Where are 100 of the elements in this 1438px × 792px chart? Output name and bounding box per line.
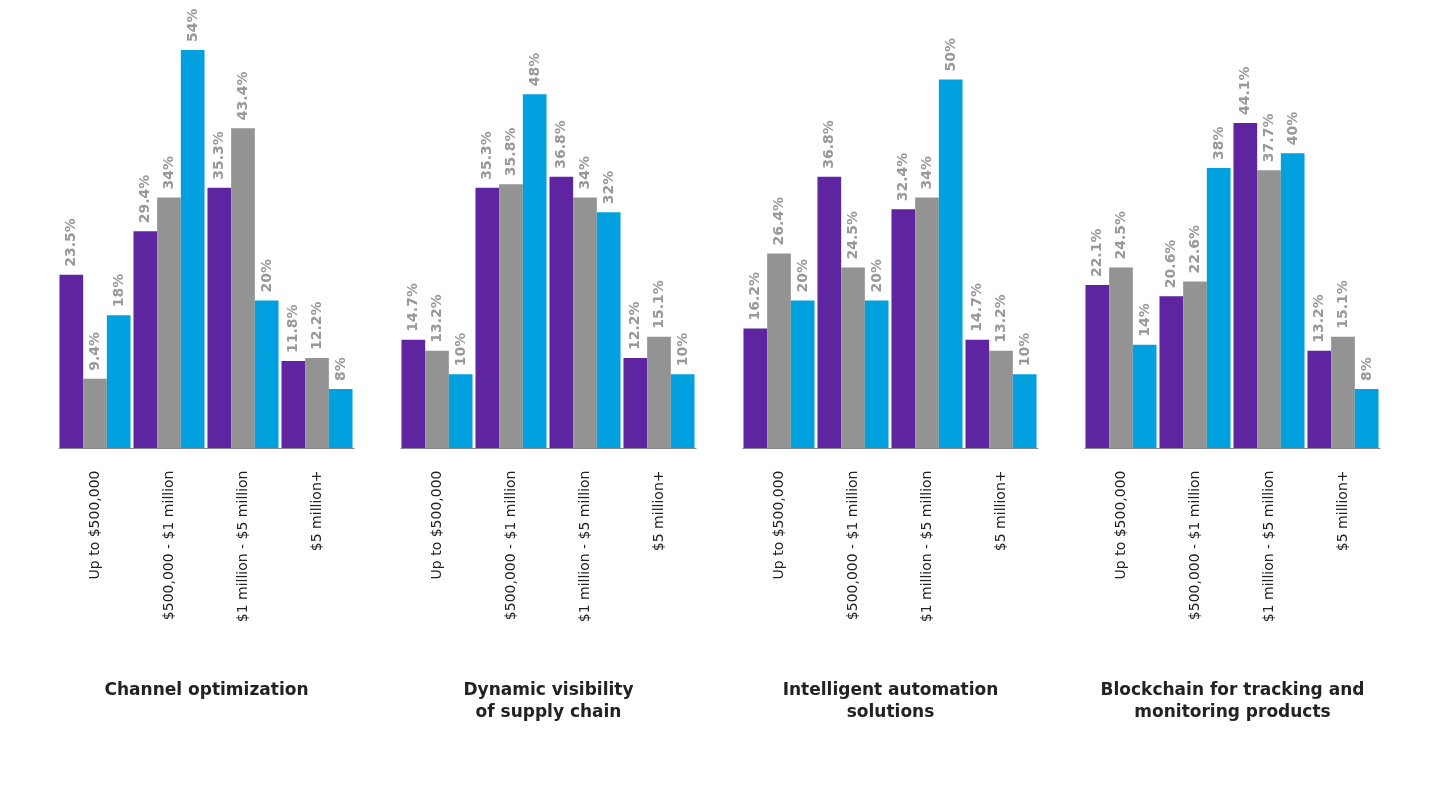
bar bbox=[59, 274, 84, 448]
x-tick-label: $1 million - $5 million bbox=[576, 470, 592, 623]
data-label: 13.2% bbox=[1310, 294, 1327, 343]
bar bbox=[1354, 389, 1379, 448]
data-label: 35.3% bbox=[210, 131, 227, 180]
bar bbox=[1280, 153, 1305, 448]
data-label: 23.5% bbox=[62, 218, 79, 267]
bar bbox=[207, 187, 232, 448]
x-tick-label: Up to $500,000 bbox=[86, 470, 102, 580]
bar bbox=[1132, 344, 1157, 448]
data-label: 20.6% bbox=[1162, 239, 1179, 289]
bar bbox=[281, 361, 306, 448]
bar bbox=[965, 339, 990, 448]
data-label: 10% bbox=[673, 332, 690, 367]
x-tick-label: $1 million - $5 million bbox=[1260, 470, 1276, 623]
data-label: 44.1% bbox=[1236, 66, 1253, 115]
data-label: 40% bbox=[1283, 111, 1300, 146]
data-label: 20% bbox=[867, 259, 884, 293]
bar bbox=[938, 79, 963, 448]
data-label: 12.2% bbox=[308, 301, 324, 351]
data-label: 35.3% bbox=[478, 131, 495, 180]
data-label: 8% bbox=[331, 357, 348, 382]
x-tick-label: Up to $500,000 bbox=[1112, 470, 1128, 580]
x-tick-label: $500,000 - $1 million bbox=[844, 470, 860, 621]
bar bbox=[790, 300, 815, 448]
bar bbox=[743, 328, 768, 448]
data-label: 22.1% bbox=[1088, 228, 1105, 278]
data-label: 10% bbox=[1015, 332, 1032, 367]
bar bbox=[891, 209, 916, 448]
data-label: 20% bbox=[793, 259, 810, 293]
data-label: 43.4% bbox=[234, 71, 250, 121]
data-label: 13.2% bbox=[992, 294, 1008, 343]
data-label: 14.7% bbox=[404, 283, 421, 332]
data-label: 13.2% bbox=[428, 294, 444, 343]
data-label: 36.8% bbox=[552, 120, 569, 169]
bar bbox=[864, 300, 889, 448]
data-label: 37.7% bbox=[1260, 113, 1276, 163]
x-tick-label: $5 million+ bbox=[1334, 470, 1350, 552]
data-label: 18% bbox=[109, 273, 126, 308]
data-label: 11.8% bbox=[284, 304, 301, 354]
data-label: 34% bbox=[918, 155, 934, 190]
x-axis-title: Channel optimization bbox=[104, 679, 309, 700]
bar bbox=[106, 315, 131, 448]
bar bbox=[328, 389, 353, 448]
x-tick-label: $500,000 - $1 million bbox=[160, 470, 176, 621]
bar bbox=[1012, 374, 1037, 448]
data-label: 29.4% bbox=[136, 174, 153, 224]
bar bbox=[670, 374, 695, 448]
data-label: 20% bbox=[257, 259, 274, 293]
x-axis-title: Blockchain for tracking and monitoring products bbox=[1100, 679, 1365, 722]
bar bbox=[522, 94, 547, 448]
data-label: 32% bbox=[599, 170, 616, 205]
data-label: 24.5% bbox=[1112, 210, 1128, 260]
bar bbox=[1085, 285, 1110, 448]
bar bbox=[1307, 350, 1332, 448]
data-label: 8% bbox=[1357, 357, 1374, 382]
data-label: 32.4% bbox=[894, 152, 911, 202]
data-label: 38% bbox=[1209, 126, 1226, 160]
bar bbox=[596, 212, 621, 448]
bar bbox=[475, 187, 500, 448]
x-axis-title: Dynamic visibility of supply chain bbox=[463, 679, 634, 722]
bar bbox=[254, 300, 279, 448]
data-label: 14% bbox=[1135, 303, 1152, 337]
x-tick-label: $500,000 - $1 million bbox=[1186, 470, 1202, 621]
data-label: 12.2% bbox=[626, 301, 643, 351]
x-tick-label: Up to $500,000 bbox=[428, 470, 444, 580]
data-label: 10% bbox=[451, 332, 468, 367]
data-label: 9.4% bbox=[86, 331, 102, 371]
data-label: 16.2% bbox=[746, 272, 763, 321]
x-tick-label: $1 million - $5 million bbox=[918, 470, 934, 623]
data-label: 50% bbox=[941, 37, 958, 72]
x-tick-label: $1 million - $5 million bbox=[234, 470, 250, 623]
data-label: 26.4% bbox=[770, 196, 786, 246]
x-tick-label: $500,000 - $1 million bbox=[502, 470, 518, 621]
data-label: 15.1% bbox=[650, 280, 666, 329]
x-axis-title: Intelligent automation solutions bbox=[782, 679, 999, 722]
data-label: 34% bbox=[576, 155, 592, 190]
data-label: 14.7% bbox=[968, 283, 985, 332]
x-tick-label: $5 million+ bbox=[308, 470, 324, 552]
data-label: 54% bbox=[183, 8, 200, 42]
data-label: 48% bbox=[525, 52, 542, 87]
data-label: 15.1% bbox=[1334, 280, 1350, 329]
bar bbox=[1233, 122, 1258, 448]
bar bbox=[133, 231, 158, 448]
bar bbox=[401, 339, 426, 448]
bar bbox=[1159, 296, 1184, 448]
data-label: 24.5% bbox=[844, 210, 860, 260]
x-tick-label: $5 million+ bbox=[992, 470, 1008, 552]
bar bbox=[180, 50, 205, 448]
bar bbox=[1206, 167, 1231, 448]
data-label: 35.8% bbox=[502, 127, 518, 177]
data-label: 34% bbox=[160, 155, 176, 190]
bar bbox=[549, 176, 574, 448]
bar bbox=[817, 176, 842, 448]
x-tick-label: Up to $500,000 bbox=[770, 470, 786, 580]
bar bbox=[448, 374, 473, 448]
data-label: 36.8% bbox=[820, 120, 837, 169]
bar bbox=[623, 358, 648, 448]
data-label: 22.6% bbox=[1186, 224, 1202, 274]
x-tick-label: $5 million+ bbox=[650, 470, 666, 552]
